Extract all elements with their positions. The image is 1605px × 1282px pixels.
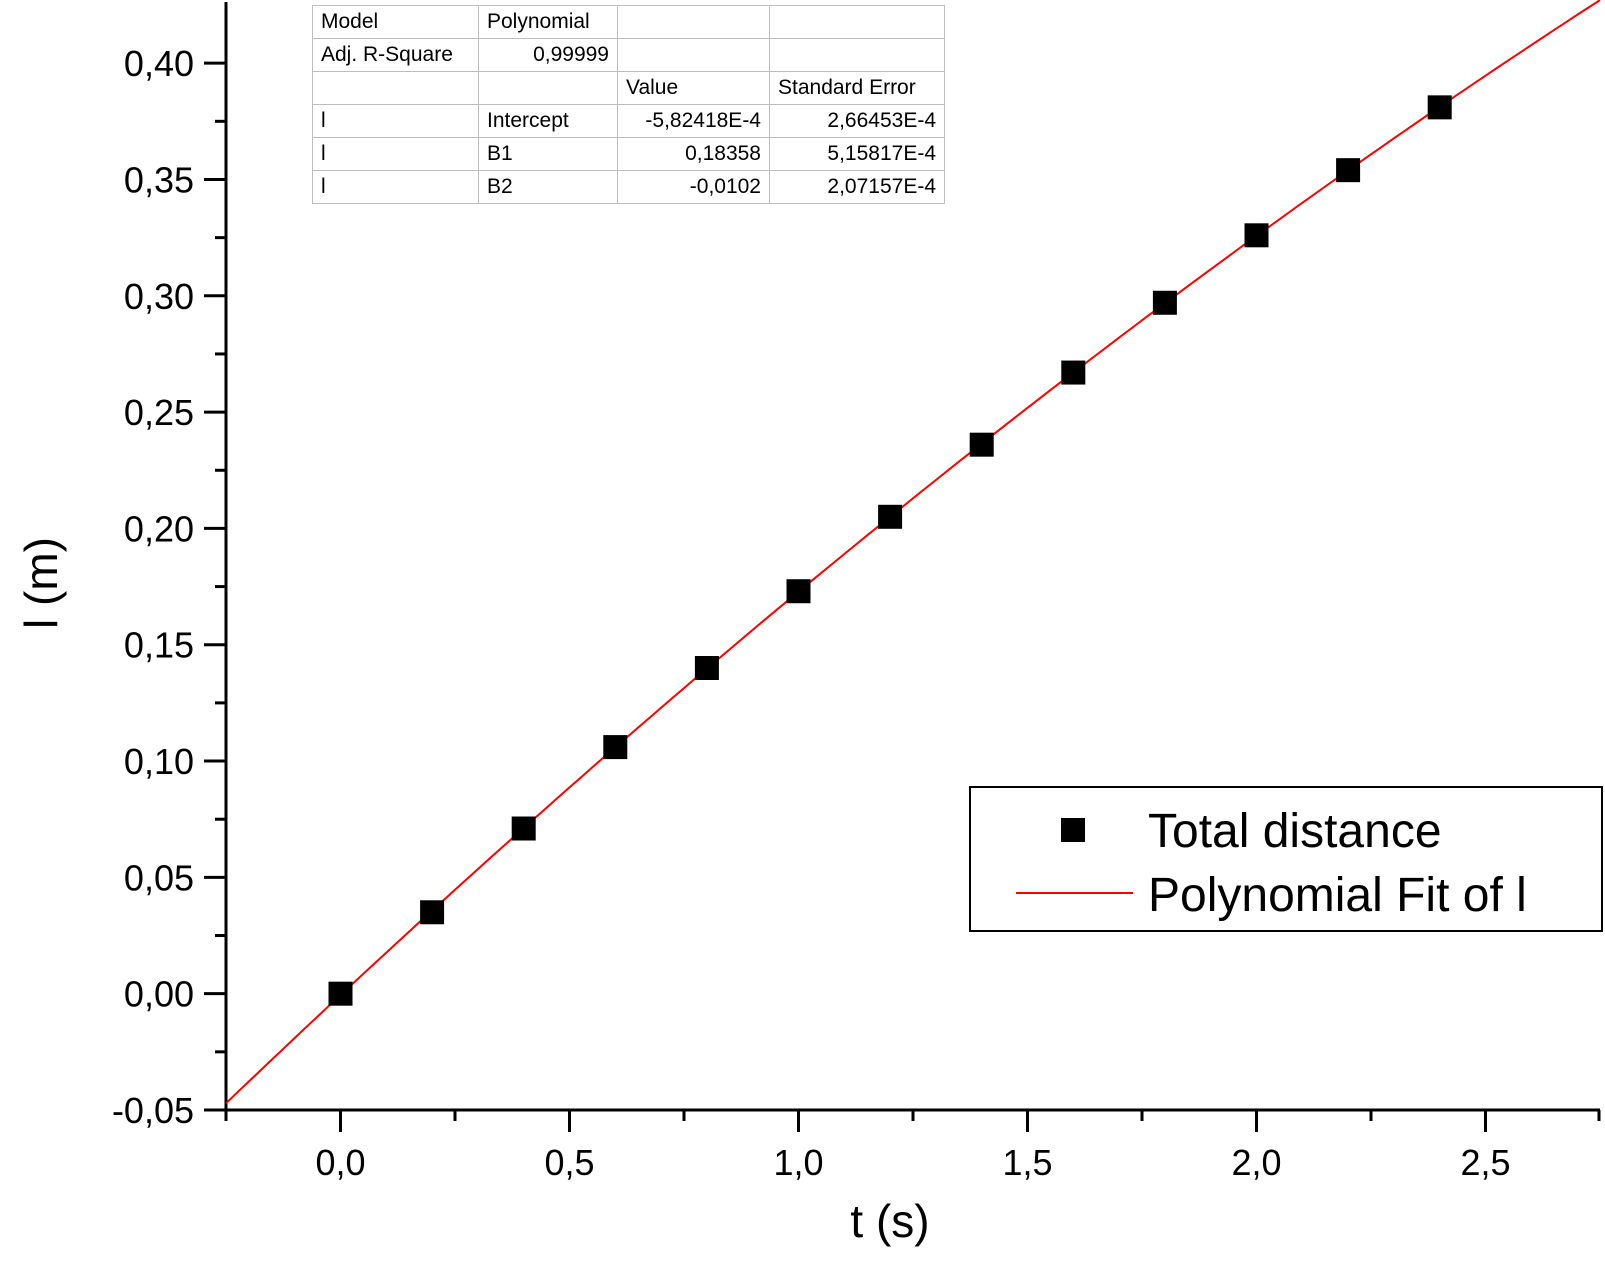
table-cell (769, 5, 945, 39)
data-point (511, 816, 536, 841)
y-tick-label: 0,10 (124, 741, 194, 782)
table-cell (617, 38, 770, 72)
y-tick-label: 0,25 (124, 392, 194, 433)
table-cell: Intercept (478, 104, 618, 138)
legend-marker-total-distance (1061, 818, 1085, 842)
y-tick-label: 0,40 (124, 43, 194, 84)
data-point (1336, 158, 1361, 183)
table-cell: 2,07157E-4 (769, 170, 945, 204)
table-cell: 2,66453E-4 (769, 104, 945, 138)
data-point (878, 504, 903, 529)
legend-box (969, 786, 1603, 932)
fit-line (225, 0, 1601, 1105)
table-cell: Polynomial (478, 5, 618, 39)
table-cell (617, 5, 770, 39)
table-cell: 5,15817E-4 (769, 137, 945, 171)
x-tick-label: 0,0 (315, 1142, 365, 1183)
data-point (1061, 360, 1086, 385)
y-tick-label: 0,15 (124, 625, 194, 666)
table-cell (478, 71, 618, 105)
table-row: Model Polynomial (312, 5, 945, 39)
data-point (603, 735, 628, 760)
data-point (1244, 223, 1269, 248)
x-tick-label: 1,0 (773, 1142, 823, 1183)
legend-label-total-distance: Total distance (1148, 805, 1442, 858)
data-point (1152, 290, 1177, 315)
table-cell: Model (312, 5, 479, 39)
axes: -0,05 0,00 0,05 0,10 0,15 0,20 0,25 0,30 0,35 0,4… (112, 2, 1601, 1183)
x-tick-label: 2,0 (1231, 1142, 1281, 1183)
y-tick-label: 0,00 (124, 974, 194, 1015)
table-cell: Standard Error (769, 71, 945, 105)
y-axis-title: l (m) (15, 537, 67, 629)
data-point (328, 981, 353, 1006)
x-tick-label: 2,5 (1460, 1142, 1510, 1183)
table-cell: 0,99999 (478, 38, 618, 72)
x-tick-label: 1,5 (1002, 1142, 1052, 1183)
data-point (786, 579, 811, 604)
y-tick-label: 0,35 (124, 159, 194, 200)
table-row: l B1 0,18358 5,15817E-4 (312, 137, 945, 171)
table-row: l Intercept -5,82418E-4 2,66453E-4 (312, 104, 945, 138)
data-point (694, 656, 719, 680)
table-cell: l (312, 104, 479, 138)
fit-statistics-table: Model Polynomial Adj. R-Square 0,99999 Value… (312, 5, 945, 204)
y-tick-label: 0,20 (124, 508, 194, 549)
table-row: Value Standard Error (312, 71, 945, 105)
data-point (1427, 95, 1452, 120)
legend-label-polynomial-fit: Polynomial Fit of l (1148, 869, 1527, 922)
table-row: Adj. R-Square 0,99999 (312, 38, 945, 72)
table-cell: Value (617, 71, 770, 105)
table-cell (769, 38, 945, 72)
y-tick-label: 0,05 (124, 857, 194, 898)
table-cell: -5,82418E-4 (617, 104, 770, 138)
table-cell: B1 (478, 137, 618, 171)
table-cell: -0,0102 (617, 170, 770, 204)
table-cell: 0,18358 (617, 137, 770, 171)
table-cell: B2 (478, 170, 618, 204)
y-tick-label: 0,30 (124, 276, 194, 317)
data-point (969, 432, 994, 457)
table-cell (312, 71, 479, 105)
data-point (420, 900, 445, 925)
table-cell: l (312, 137, 479, 171)
legend: Total distance Polynomial Fit of l (969, 786, 1603, 932)
y-tick-label: -0,05 (112, 1090, 194, 1131)
table-row: l B2 -0,0102 2,07157E-4 (312, 170, 945, 204)
table-cell: Adj. R-Square (312, 38, 479, 72)
data-points (328, 95, 1452, 1006)
x-tick-label: 0,5 (544, 1142, 594, 1183)
fit-line-group (225, 0, 1601, 1105)
x-axis-title: t (s) (850, 1195, 929, 1247)
table-cell: l (312, 170, 479, 204)
